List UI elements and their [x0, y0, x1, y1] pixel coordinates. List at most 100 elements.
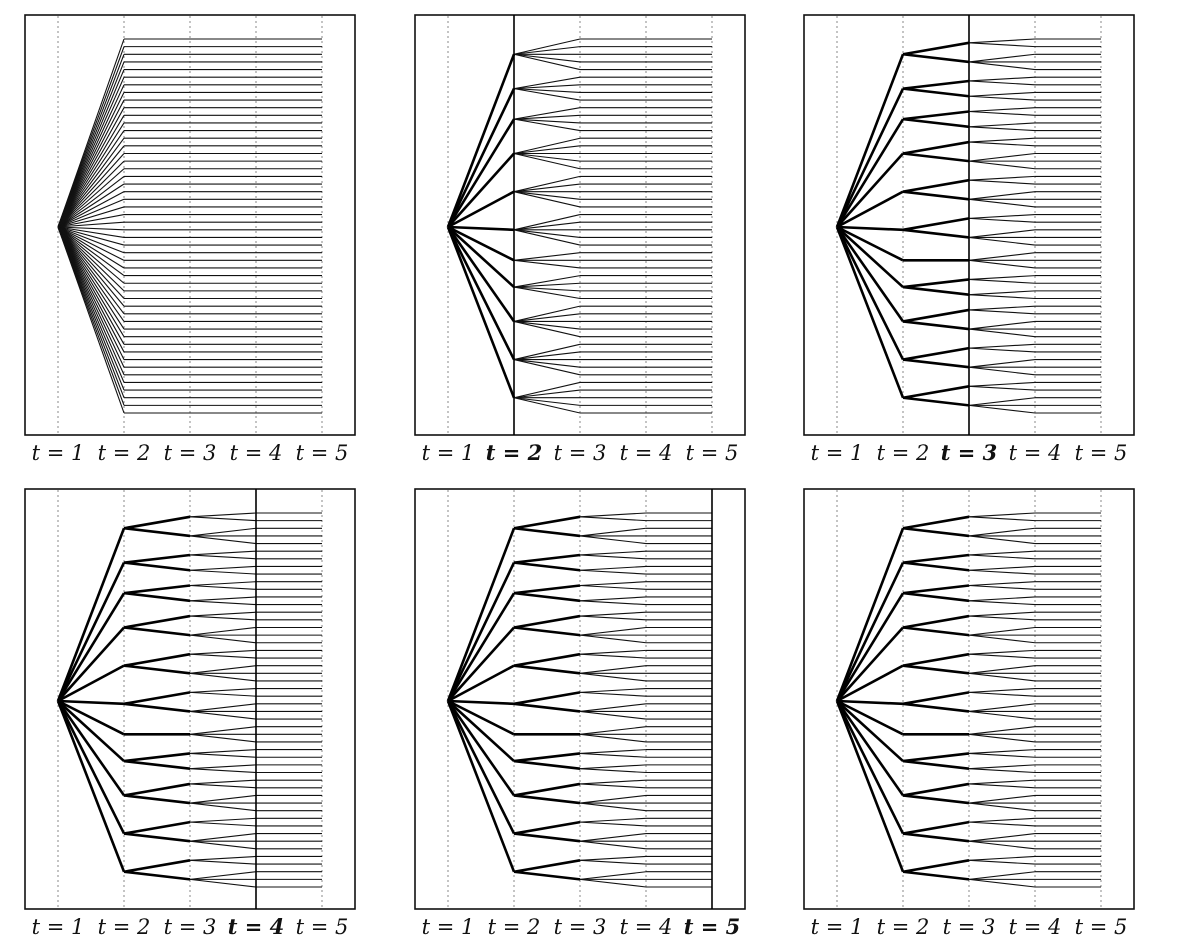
root-branch: [447, 225, 515, 262]
fan-branch: [968, 275, 1036, 280]
stage-branch: [189, 665, 257, 674]
fan-branch: [968, 107, 1036, 113]
root-branch: [836, 152, 904, 228]
root-branch: [57, 107, 125, 228]
stage-branch: [123, 553, 191, 564]
stage-branch: [189, 833, 257, 842]
x-tick-label: t = 5: [296, 915, 349, 939]
stage-branch: [123, 515, 191, 530]
tree-panel: t = 1 t = 2 t = 3 t = 4 t = 5: [803, 14, 1135, 465]
stage-branch: [968, 596, 1036, 602]
stage-branch: [968, 688, 1036, 693]
fan-branch: [968, 278, 1036, 284]
fan-branch: [968, 397, 1036, 406]
tree-panel: t = 1 t = 2 t = 3 t = 4 t = 5: [803, 488, 1135, 939]
stage-branch: [189, 703, 257, 712]
stage-branch: [123, 691, 191, 706]
stage-branch: [579, 527, 647, 537]
root-branch: [57, 226, 125, 315]
stage-branch: [513, 759, 581, 770]
stage-branch: [579, 626, 647, 636]
root-branch: [446, 700, 516, 873]
fan-branch: [968, 236, 1036, 246]
fan-branch: [513, 152, 581, 162]
stage-branch: [189, 634, 257, 644]
root-branch: [57, 115, 125, 228]
root-branch: [835, 118, 905, 228]
stage-branch: [579, 581, 647, 587]
stage-branch: [513, 859, 581, 874]
fan-branch: [513, 282, 581, 288]
stage-branch: [902, 832, 970, 843]
fan-branch: [968, 229, 1036, 238]
stage-branch: [189, 527, 257, 537]
x-tick-label: t = 4: [1009, 915, 1062, 939]
root-branch: [57, 160, 125, 228]
root-branch: [57, 206, 125, 228]
fan-branch: [513, 53, 581, 63]
stage-branch: [123, 859, 191, 874]
root-branch: [57, 226, 125, 246]
tree-panel: t = 1 t = 2 t = 3 t = 4 t = 5: [24, 488, 356, 939]
x-tick-label: t = 5: [684, 914, 741, 939]
fan-branch: [513, 107, 581, 120]
x-tick-label: t = 3: [164, 441, 217, 465]
root-branch: [447, 699, 515, 736]
stage-branch: [579, 749, 647, 754]
stage-branch: [579, 840, 647, 850]
stage-branch: [513, 652, 581, 667]
stage-branch: [579, 512, 647, 518]
stage-branch: [902, 79, 970, 90]
stage-branch: [968, 615, 1036, 621]
tree-panel: t = 1 t = 2 t = 3 t = 4 t = 5: [414, 14, 746, 465]
root-branch: [57, 168, 125, 228]
x-tick-label: t = 4: [228, 914, 285, 939]
fan-branch: [968, 137, 1036, 143]
stage-branch: [902, 308, 970, 323]
stage-branch: [902, 320, 970, 331]
stage-branch: [189, 649, 257, 655]
stage-branch: [123, 782, 191, 797]
stage-branch: [123, 591, 191, 603]
stage-branch: [123, 584, 191, 595]
fan-branch: [968, 214, 1036, 219]
x-tick-label: t = 5: [686, 441, 739, 465]
root-branch: [57, 92, 125, 228]
fan-branch: [513, 53, 581, 71]
root-branch: [57, 226, 125, 337]
stage-branch: [189, 535, 257, 545]
stage-branch: [579, 554, 647, 560]
fan-branch: [968, 366, 1036, 376]
stage-branch: [579, 859, 647, 865]
fan-branch: [513, 286, 581, 300]
root-branch: [56, 527, 126, 702]
stage-branch: [579, 779, 647, 785]
root-branch: [57, 664, 125, 703]
root-branch: [446, 226, 516, 399]
fan-branch: [513, 397, 581, 406]
fan-branch: [968, 110, 1036, 116]
stage-branch: [902, 752, 970, 763]
fan-branch: [968, 152, 1036, 162]
stage-branch: [513, 782, 581, 797]
root-branch: [56, 700, 126, 835]
root-branch: [446, 88, 516, 228]
fan-branch: [968, 252, 1036, 261]
stage-branch: [902, 285, 970, 296]
root-branch: [57, 221, 125, 228]
stage-branch: [968, 691, 1036, 697]
root-branch: [446, 592, 516, 702]
root-branch: [446, 527, 516, 702]
stage-branch: [189, 615, 257, 621]
root-branch: [57, 153, 125, 228]
stage-branch: [123, 832, 191, 843]
stage-branch: [968, 672, 1036, 682]
stage-branch: [123, 626, 191, 637]
x-tick-label: t = 5: [296, 441, 349, 465]
root-branch: [57, 183, 125, 228]
stage-branch: [189, 581, 257, 587]
stage-branch: [579, 596, 647, 602]
stage-branch: [123, 561, 191, 572]
stage-branch: [968, 768, 1036, 774]
root-branch: [57, 137, 125, 228]
